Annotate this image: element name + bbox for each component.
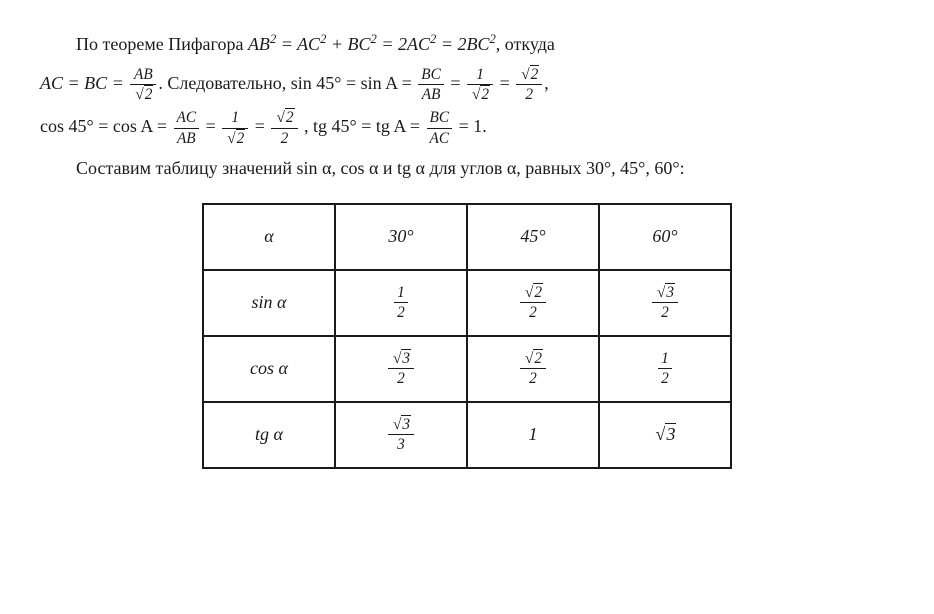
p3-text2: , tg 45° = tg A = <box>304 116 425 136</box>
table-cell: 1 <box>467 402 599 468</box>
table-cell: 22 <box>467 336 599 402</box>
table-header-row: α 30° 45° 60° <box>203 204 731 270</box>
table-row: tg α3313 <box>203 402 731 468</box>
p1-text2: , откуда <box>496 34 555 54</box>
table-cell: 32 <box>335 336 467 402</box>
p1-equation: AB2 = AC2 + BC2 = 2AC2 = 2BC2 <box>248 34 496 54</box>
frac-ab-sqrt2: AB 2 <box>130 67 156 103</box>
table-cell: 3 <box>599 402 731 468</box>
trig-table: α 30° 45° 60° sin α122232 cos α322212 tg… <box>202 203 732 469</box>
p1-text: По теореме Пифагора <box>76 34 248 54</box>
paragraph-1: По теореме Пифагора AB2 = AC2 + BC2 = 2A… <box>40 30 894 59</box>
frac-bc-ab: BC AB <box>418 67 444 103</box>
header-60: 60° <box>599 204 731 270</box>
p2-lead: AC = BC = <box>40 73 128 93</box>
frac-ac-ab: AC AB <box>174 110 200 146</box>
row-label: cos α <box>203 336 335 402</box>
frac-sqrt2-2: 2 2 <box>516 67 542 103</box>
table-cell: 12 <box>335 270 467 336</box>
paragraph-2: AC = BC = AB 2 . Следовательно, sin 45° … <box>40 67 894 103</box>
row-label: tg α <box>203 402 335 468</box>
table-row: cos α322212 <box>203 336 731 402</box>
frac-1-sqrt2-b: 1 2 <box>222 110 248 146</box>
table-row: sin α122232 <box>203 270 731 336</box>
p2-text2: . Следовательно, sin 45° = sin A = <box>158 73 416 93</box>
row-label: sin α <box>203 270 335 336</box>
table-cell: 33 <box>335 402 467 468</box>
header-30: 30° <box>335 204 467 270</box>
table-cell: 12 <box>599 336 731 402</box>
table-cell: 22 <box>467 270 599 336</box>
frac-sqrt2-2-b: 2 2 <box>271 110 297 146</box>
header-45: 45° <box>467 204 599 270</box>
header-alpha: α <box>203 204 335 270</box>
p3-lead: cos 45° = cos A = <box>40 116 172 136</box>
paragraph-4: Составим таблицу значений sin α, cos α и… <box>40 154 894 183</box>
table-cell: 32 <box>599 270 731 336</box>
paragraph-3: cos 45° = cos A = AC AB = 1 2 = 2 2 , tg… <box>40 110 894 146</box>
frac-1-sqrt2: 1 2 <box>467 67 493 103</box>
p3-text3: = 1. <box>459 116 487 136</box>
frac-bc-ac: BC AC <box>427 110 453 146</box>
